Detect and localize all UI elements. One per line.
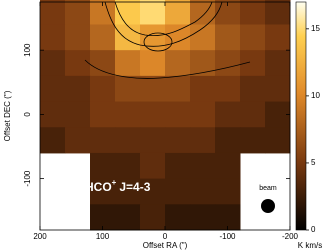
- heatmap-cell: [65, 127, 91, 154]
- heatmap-cell: [240, 127, 266, 154]
- heatmap-cell: [215, 152, 241, 180]
- heatmap-cell: [165, 50, 191, 77]
- y-axis-label: Offset DEC ("): [3, 90, 12, 141]
- heatmap: [40, 0, 291, 231]
- heatmap-cell: [140, 50, 166, 77]
- heatmap-cell: [140, 152, 166, 180]
- heatmap-cell: [140, 178, 166, 205]
- heatmap-cell: [165, 75, 191, 103]
- heatmap-cell: [90, 50, 116, 77]
- heatmap-cell: [115, 24, 141, 51]
- beam: [261, 199, 275, 213]
- annotation-main: HCO: [85, 180, 112, 194]
- heatmap-cell: [40, 101, 66, 128]
- colorbar: [295, 1, 307, 231]
- heatmap-cell: [115, 152, 141, 180]
- contour: [143, 32, 173, 52]
- contour: [84, 59, 251, 79]
- heatmap-cell: [165, 0, 191, 25]
- heatmap-cell: [215, 178, 241, 205]
- annotation: HCO+ J=4-3: [85, 178, 151, 194]
- heatmap-cell: [190, 75, 216, 103]
- heatmap-cell: [215, 101, 241, 128]
- heatmap-cell: [40, 0, 66, 25]
- x-tick-label: 0: [163, 232, 168, 241]
- heatmap-cell: [215, 127, 241, 154]
- colorbar-tick-label: 10: [311, 91, 320, 100]
- heatmap-cell: [140, 24, 166, 51]
- heatmap-cell: [140, 75, 166, 103]
- x-tick-label: 100: [96, 232, 110, 241]
- heatmap-cell: [115, 127, 141, 154]
- heatmap-cell: [265, 50, 291, 77]
- heatmap-cell: [90, 101, 116, 128]
- heatmap-cell: [190, 178, 216, 205]
- annotation-rest: J=4-3: [119, 180, 150, 194]
- heatmap-cell: [165, 101, 191, 128]
- heatmap-cell: [265, 24, 291, 51]
- heatmap-cell: [115, 101, 141, 128]
- heatmap-cell: [140, 0, 166, 25]
- contour: [114, 1, 213, 37]
- contour: [104, 1, 223, 47]
- heatmap-cell: [240, 75, 266, 103]
- heatmap-cell: [165, 178, 191, 205]
- heatmap-cell: [265, 75, 291, 103]
- heatmap-cell: [40, 127, 66, 154]
- heatmap-cell: [240, 101, 266, 128]
- heatmap-cell: [215, 50, 241, 77]
- annotation-sup: +: [112, 178, 117, 187]
- heatmap-cell: [115, 75, 141, 103]
- heatmap-cell: [140, 204, 166, 231]
- heatmap-cell: [190, 127, 216, 154]
- x-tick-label: -100: [219, 232, 236, 241]
- colorbar-tick-label: 15: [311, 24, 320, 33]
- heatmap-cell: [65, 24, 91, 51]
- heatmap-cell: [165, 152, 191, 180]
- heatmap-cell: [90, 152, 116, 180]
- heatmap-cell: [115, 50, 141, 77]
- colorbar-tick-label: 5: [311, 158, 316, 167]
- x-axis-label: Offset RA ("): [143, 241, 188, 250]
- heatmap-cell: [190, 152, 216, 180]
- heatmap-cell: [90, 75, 116, 103]
- colorbar-label: K km/s: [298, 241, 322, 250]
- heatmap-cell: [190, 24, 216, 51]
- heatmap-cell: [165, 204, 191, 231]
- y-tick-label: 0: [23, 112, 32, 117]
- heatmap-cell: [65, 101, 91, 128]
- y-tick-label: 100: [23, 43, 32, 57]
- heatmap-cell: [65, 0, 91, 25]
- heatmap-cell: [190, 50, 216, 77]
- x-tick-label: -200: [282, 232, 299, 241]
- heatmap-cell: [90, 24, 116, 51]
- heatmap-cell: [190, 101, 216, 128]
- contours: [84, 1, 251, 79]
- heatmap-cell: [265, 0, 291, 25]
- heatmap-cell: [190, 204, 216, 231]
- beam-label: beam: [259, 185, 277, 192]
- heatmap-cell: [65, 50, 91, 77]
- heatmap-cell: [90, 178, 116, 205]
- heatmap-cell: [165, 127, 191, 154]
- heatmap-cell: [265, 127, 291, 154]
- colorbar-tick-label: 0: [311, 225, 316, 234]
- heatmap-cell: [115, 178, 141, 205]
- heatmap-cell: [140, 101, 166, 128]
- heatmap-cell: [90, 127, 116, 154]
- heatmap-cell: [240, 24, 266, 51]
- heatmap-cell: [115, 204, 141, 231]
- heatmap-cell: [40, 50, 66, 77]
- heatmap-cell: [40, 24, 66, 51]
- heatmap-cell: [65, 75, 91, 103]
- heatmap-cell: [215, 75, 241, 103]
- heatmap-cell: [215, 24, 241, 51]
- y-tick-label: -100: [23, 170, 32, 187]
- heatmap-cell: [240, 0, 266, 25]
- heatmap-cell: [140, 127, 166, 154]
- x-tick-label: 200: [33, 232, 47, 241]
- heatmap-cell: [40, 75, 66, 103]
